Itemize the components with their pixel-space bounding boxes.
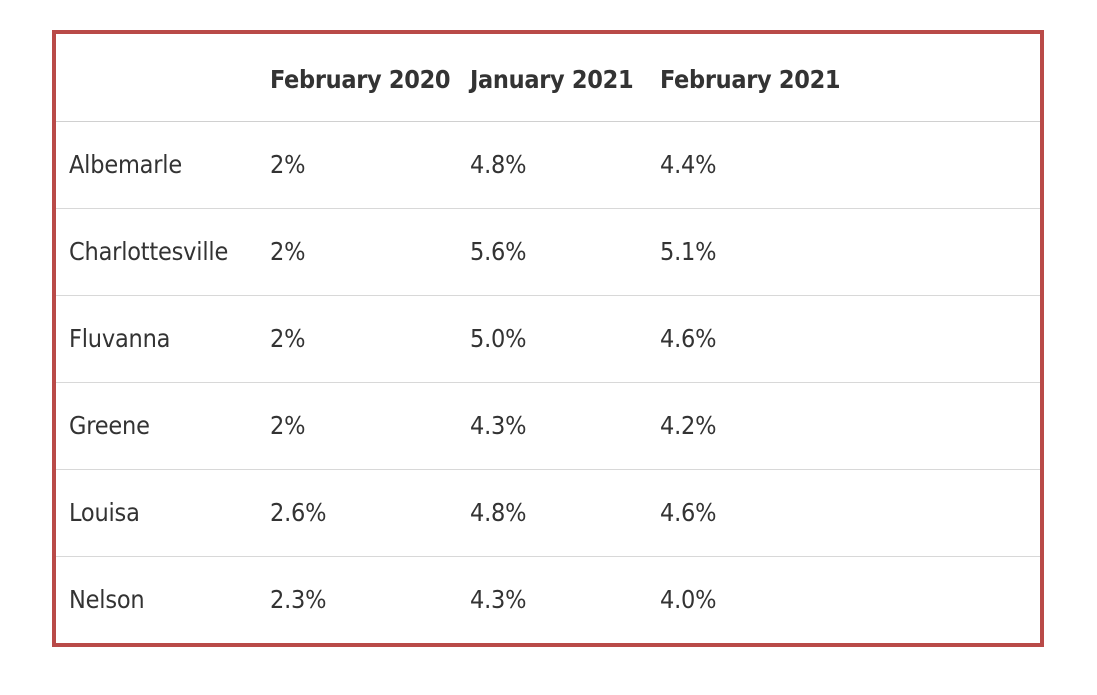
table-header: February 2020 January 2021 February 2021 <box>56 34 1040 121</box>
header-cell-locality <box>56 34 261 121</box>
locality-name: Louisa <box>56 468 261 556</box>
value-jan-2021: 4.3% <box>461 555 651 643</box>
data-table-frame: February 2020 January 2021 February 2021… <box>52 30 1044 647</box>
locality-name: Fluvanna <box>56 294 261 382</box>
table-row: Louisa 2.6% 4.8% 4.6% <box>56 468 1040 556</box>
value-jan-2021: 4.3% <box>461 381 651 469</box>
unemployment-table: February 2020 January 2021 February 2021… <box>56 34 1040 643</box>
locality-name: Nelson <box>56 555 261 643</box>
header-row: February 2020 January 2021 February 2021 <box>56 34 1040 121</box>
locality-name: Charlottesville <box>56 207 261 295</box>
value-feb-2020: 2% <box>261 381 461 469</box>
value-jan-2021: 5.0% <box>461 294 651 382</box>
value-feb-2021: 4.6% <box>651 294 1040 382</box>
value-feb-2021: 4.4% <box>651 120 1040 208</box>
header-cell-jan-2021: January 2021 <box>470 64 634 94</box>
value-feb-2021: 4.6% <box>651 468 1040 556</box>
value-feb-2020: 2% <box>261 207 461 295</box>
table-row: Nelson 2.3% 4.3% 4.0% <box>56 555 1040 643</box>
value-feb-2020: 2% <box>261 294 461 382</box>
table-row: Albemarle 2% 4.8% 4.4% <box>56 120 1040 208</box>
table-row: Charlottesville 2% 5.6% 5.1% <box>56 207 1040 295</box>
value-feb-2021: 4.2% <box>651 381 1040 469</box>
value-jan-2021: 5.6% <box>461 207 651 295</box>
table-body: Albemarle 2% 4.8% 4.4% Charlottesville 2… <box>56 120 1040 643</box>
value-feb-2020: 2.3% <box>261 555 461 643</box>
table-row: Greene 2% 4.3% 4.2% <box>56 381 1040 469</box>
locality-name: Greene <box>56 381 261 469</box>
value-jan-2021: 4.8% <box>461 468 651 556</box>
header-cell-feb-2021: February 2021 <box>660 64 841 94</box>
value-feb-2021: 5.1% <box>651 207 1040 295</box>
value-feb-2021: 4.0% <box>651 555 1040 643</box>
value-feb-2020: 2.6% <box>261 468 461 556</box>
table-row: Fluvanna 2% 5.0% 4.6% <box>56 294 1040 382</box>
value-feb-2020: 2% <box>261 120 461 208</box>
header-cell-feb-2020: February 2020 <box>270 64 451 94</box>
locality-name: Albemarle <box>56 120 261 208</box>
value-jan-2021: 4.8% <box>461 120 651 208</box>
